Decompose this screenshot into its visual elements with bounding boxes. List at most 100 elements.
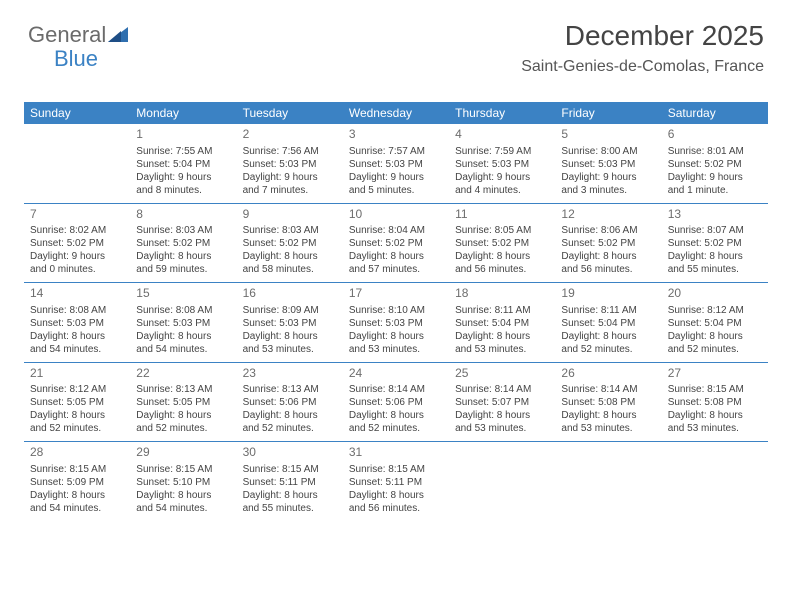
daylight-text: Daylight: 9 hours [136,171,230,184]
daylight-text: and 54 minutes. [136,502,230,515]
day-number: 28 [30,445,124,461]
day-cell: 23Sunrise: 8:13 AMSunset: 5:06 PMDayligh… [237,363,343,442]
day-number: 24 [349,366,443,382]
daylight-text: and 59 minutes. [136,263,230,276]
daylight-text: Daylight: 9 hours [349,171,443,184]
day-header-wed: Wednesday [343,102,449,124]
sunrise-text: Sunrise: 8:08 AM [30,304,124,317]
location-text: Saint-Genies-de-Comolas, France [521,58,764,76]
day-header-sat: Saturday [662,102,768,124]
sunset-text: Sunset: 5:03 PM [349,317,443,330]
sunset-text: Sunset: 5:11 PM [243,476,337,489]
sunset-text: Sunset: 5:03 PM [349,158,443,171]
sunset-text: Sunset: 5:04 PM [455,317,549,330]
daylight-text: and 0 minutes. [30,263,124,276]
sunrise-text: Sunrise: 8:13 AM [136,383,230,396]
day-cell: 20Sunrise: 8:12 AMSunset: 5:04 PMDayligh… [662,283,768,362]
daylight-text: Daylight: 8 hours [30,489,124,502]
day-cell: 28 Sunrise: 8:15 AMSunset: 5:09 PMDayligh… [24,442,130,521]
daylight-text: Daylight: 9 hours [455,171,549,184]
week-row: 1Sunrise: 7:55 AMSunset: 5:04 PMDaylight… [24,124,768,204]
daylight-text: and 58 minutes. [243,263,337,276]
day-number: 2 [243,127,337,143]
day-cell: 3Sunrise: 7:57 AMSunset: 5:03 PMDaylight… [343,124,449,203]
sunset-text: Sunset: 5:03 PM [136,317,230,330]
day-cell: 12Sunrise: 8:06 AMSunset: 5:02 PMDayligh… [555,204,661,283]
day-cell [449,442,555,521]
day-header-fri: Friday [555,102,661,124]
daylight-text: and 53 minutes. [243,343,337,356]
daylight-text: and 5 minutes. [349,184,443,197]
daylight-text: Daylight: 8 hours [30,330,124,343]
daylight-text: and 52 minutes. [349,422,443,435]
daylight-text: Daylight: 8 hours [455,409,549,422]
sunset-text: Sunset: 5:02 PM [668,158,762,171]
daylight-text: and 8 minutes. [136,184,230,197]
daylight-text: Daylight: 8 hours [349,250,443,263]
day-number: 17 [349,286,443,302]
daylight-text: Daylight: 8 hours [349,330,443,343]
daylight-text: and 7 minutes. [243,184,337,197]
day-number: 22 [136,366,230,382]
sunset-text: Sunset: 5:09 PM [30,476,124,489]
day-header-thu: Thursday [449,102,555,124]
calendar: Sunday Monday Tuesday Wednesday Thursday… [24,102,768,521]
logo-text-1: General [28,22,106,48]
daylight-text: Daylight: 8 hours [30,409,124,422]
sunset-text: Sunset: 5:06 PM [349,396,443,409]
daylight-text: Daylight: 9 hours [561,171,655,184]
daylight-text: Daylight: 8 hours [349,489,443,502]
day-cell: 8Sunrise: 8:03 AMSunset: 5:02 PMDaylight… [130,204,236,283]
logo-text-2: Blue [54,46,98,72]
sunset-text: Sunset: 5:04 PM [668,317,762,330]
day-number: 30 [243,445,337,461]
day-number: 8 [136,207,230,223]
day-number: 5 [561,127,655,143]
sunset-text: Sunset: 5:03 PM [561,158,655,171]
sunset-text: Sunset: 5:02 PM [561,237,655,250]
daylight-text: and 55 minutes. [243,502,337,515]
day-cell: 13Sunrise: 8:07 AMSunset: 5:02 PMDayligh… [662,204,768,283]
daylight-text: and 3 minutes. [561,184,655,197]
sunset-text: Sunset: 5:03 PM [455,158,549,171]
sunset-text: Sunset: 5:03 PM [30,317,124,330]
logo-mark-icon [108,24,128,42]
sunset-text: Sunset: 5:02 PM [668,237,762,250]
sunrise-text: Sunrise: 8:15 AM [668,383,762,396]
daylight-text: and 54 minutes. [30,502,124,515]
sunrise-text: Sunrise: 8:11 AM [561,304,655,317]
sunrise-text: Sunrise: 8:15 AM [30,463,124,476]
day-cell: 6Sunrise: 8:01 AMSunset: 5:02 PMDaylight… [662,124,768,203]
day-cell: 18Sunrise: 8:11 AMSunset: 5:04 PMDayligh… [449,283,555,362]
sunrise-text: Sunrise: 8:14 AM [561,383,655,396]
sunrise-text: Sunrise: 8:09 AM [243,304,337,317]
daylight-text: Daylight: 8 hours [455,330,549,343]
daylight-text: and 56 minutes. [561,263,655,276]
day-cell: 17Sunrise: 8:10 AMSunset: 5:03 PMDayligh… [343,283,449,362]
day-cell [555,442,661,521]
day-cell: 31Sunrise: 8:15 AMSunset: 5:11 PMDayligh… [343,442,449,521]
sunrise-text: Sunrise: 7:56 AM [243,145,337,158]
daylight-text: Daylight: 9 hours [30,250,124,263]
day-number: 13 [668,207,762,223]
sunrise-text: Sunrise: 8:15 AM [136,463,230,476]
sunrise-text: Sunrise: 7:59 AM [455,145,549,158]
sunset-text: Sunset: 5:02 PM [349,237,443,250]
day-number: 3 [349,127,443,143]
sunrise-text: Sunrise: 8:13 AM [243,383,337,396]
daylight-text: Daylight: 9 hours [668,171,762,184]
daylight-text: and 54 minutes. [30,343,124,356]
daylight-text: and 55 minutes. [668,263,762,276]
daylight-text: Daylight: 8 hours [136,409,230,422]
daylight-text: Daylight: 8 hours [349,409,443,422]
sunset-text: Sunset: 5:02 PM [455,237,549,250]
day-cell: 5Sunrise: 8:00 AMSunset: 5:03 PMDaylight… [555,124,661,203]
day-cell: 21Sunrise: 8:12 AMSunset: 5:05 PMDayligh… [24,363,130,442]
weeks-container: 1Sunrise: 7:55 AMSunset: 5:04 PMDaylight… [24,124,768,521]
day-cell: 14Sunrise: 8:08 AMSunset: 5:03 PMDayligh… [24,283,130,362]
day-number: 6 [668,127,762,143]
week-row: 14Sunrise: 8:08 AMSunset: 5:03 PMDayligh… [24,283,768,363]
sunset-text: Sunset: 5:07 PM [455,396,549,409]
daylight-text: and 54 minutes. [136,343,230,356]
daylight-text: and 56 minutes. [455,263,549,276]
